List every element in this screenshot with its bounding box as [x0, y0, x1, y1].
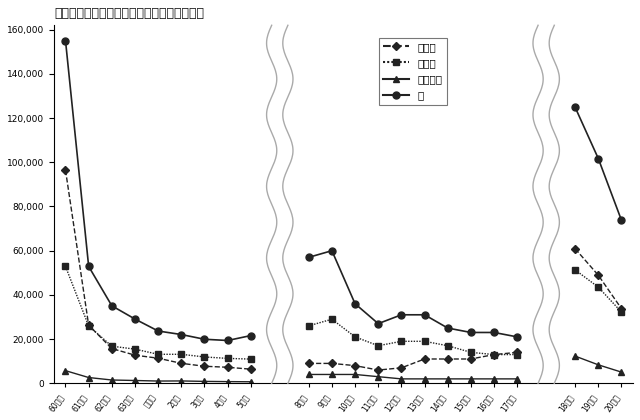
小学校 [177, 361, 185, 366]
小学校 [154, 356, 162, 361]
中学校 [154, 352, 162, 357]
中学校 [224, 356, 232, 361]
中学校 [61, 264, 69, 269]
Legend: 小学校, 中学校, 高等学校, 計: 小学校, 中学校, 高等学校, 計 [379, 38, 447, 105]
高等学校 [61, 368, 69, 373]
中学校 [108, 344, 116, 349]
小学校 [85, 323, 93, 328]
小学校 [247, 367, 255, 372]
中学校 [177, 352, 185, 357]
中学校 [131, 346, 139, 352]
小学校 [108, 346, 116, 351]
高等学校 [247, 379, 255, 384]
Line: 中学校: 中学校 [63, 264, 253, 362]
Line: 高等学校: 高等学校 [63, 368, 253, 385]
小学校 [131, 353, 139, 358]
中学校 [247, 357, 255, 362]
高等学校 [85, 375, 93, 380]
小学校 [224, 365, 232, 370]
Line: 小学校: 小学校 [63, 167, 253, 372]
計 [61, 38, 69, 43]
計 [224, 338, 232, 343]
小学校 [61, 168, 69, 173]
計 [201, 337, 209, 342]
高等学校 [154, 378, 162, 383]
高等学校 [201, 379, 209, 384]
計 [154, 328, 162, 333]
中学校 [201, 354, 209, 360]
計 [247, 333, 255, 338]
Line: 計: 計 [62, 37, 254, 344]
計 [85, 264, 93, 269]
高等学校 [224, 379, 232, 384]
小学校 [201, 364, 209, 369]
高等学校 [108, 378, 116, 383]
高等学校 [177, 378, 185, 383]
Text: （参考５）いじめの認知（発生）件数の推移: （参考５）いじめの認知（発生）件数の推移 [54, 7, 204, 20]
計 [108, 303, 116, 308]
計 [177, 332, 185, 337]
中学校 [85, 323, 93, 328]
高等学校 [131, 378, 139, 383]
計 [131, 317, 139, 322]
